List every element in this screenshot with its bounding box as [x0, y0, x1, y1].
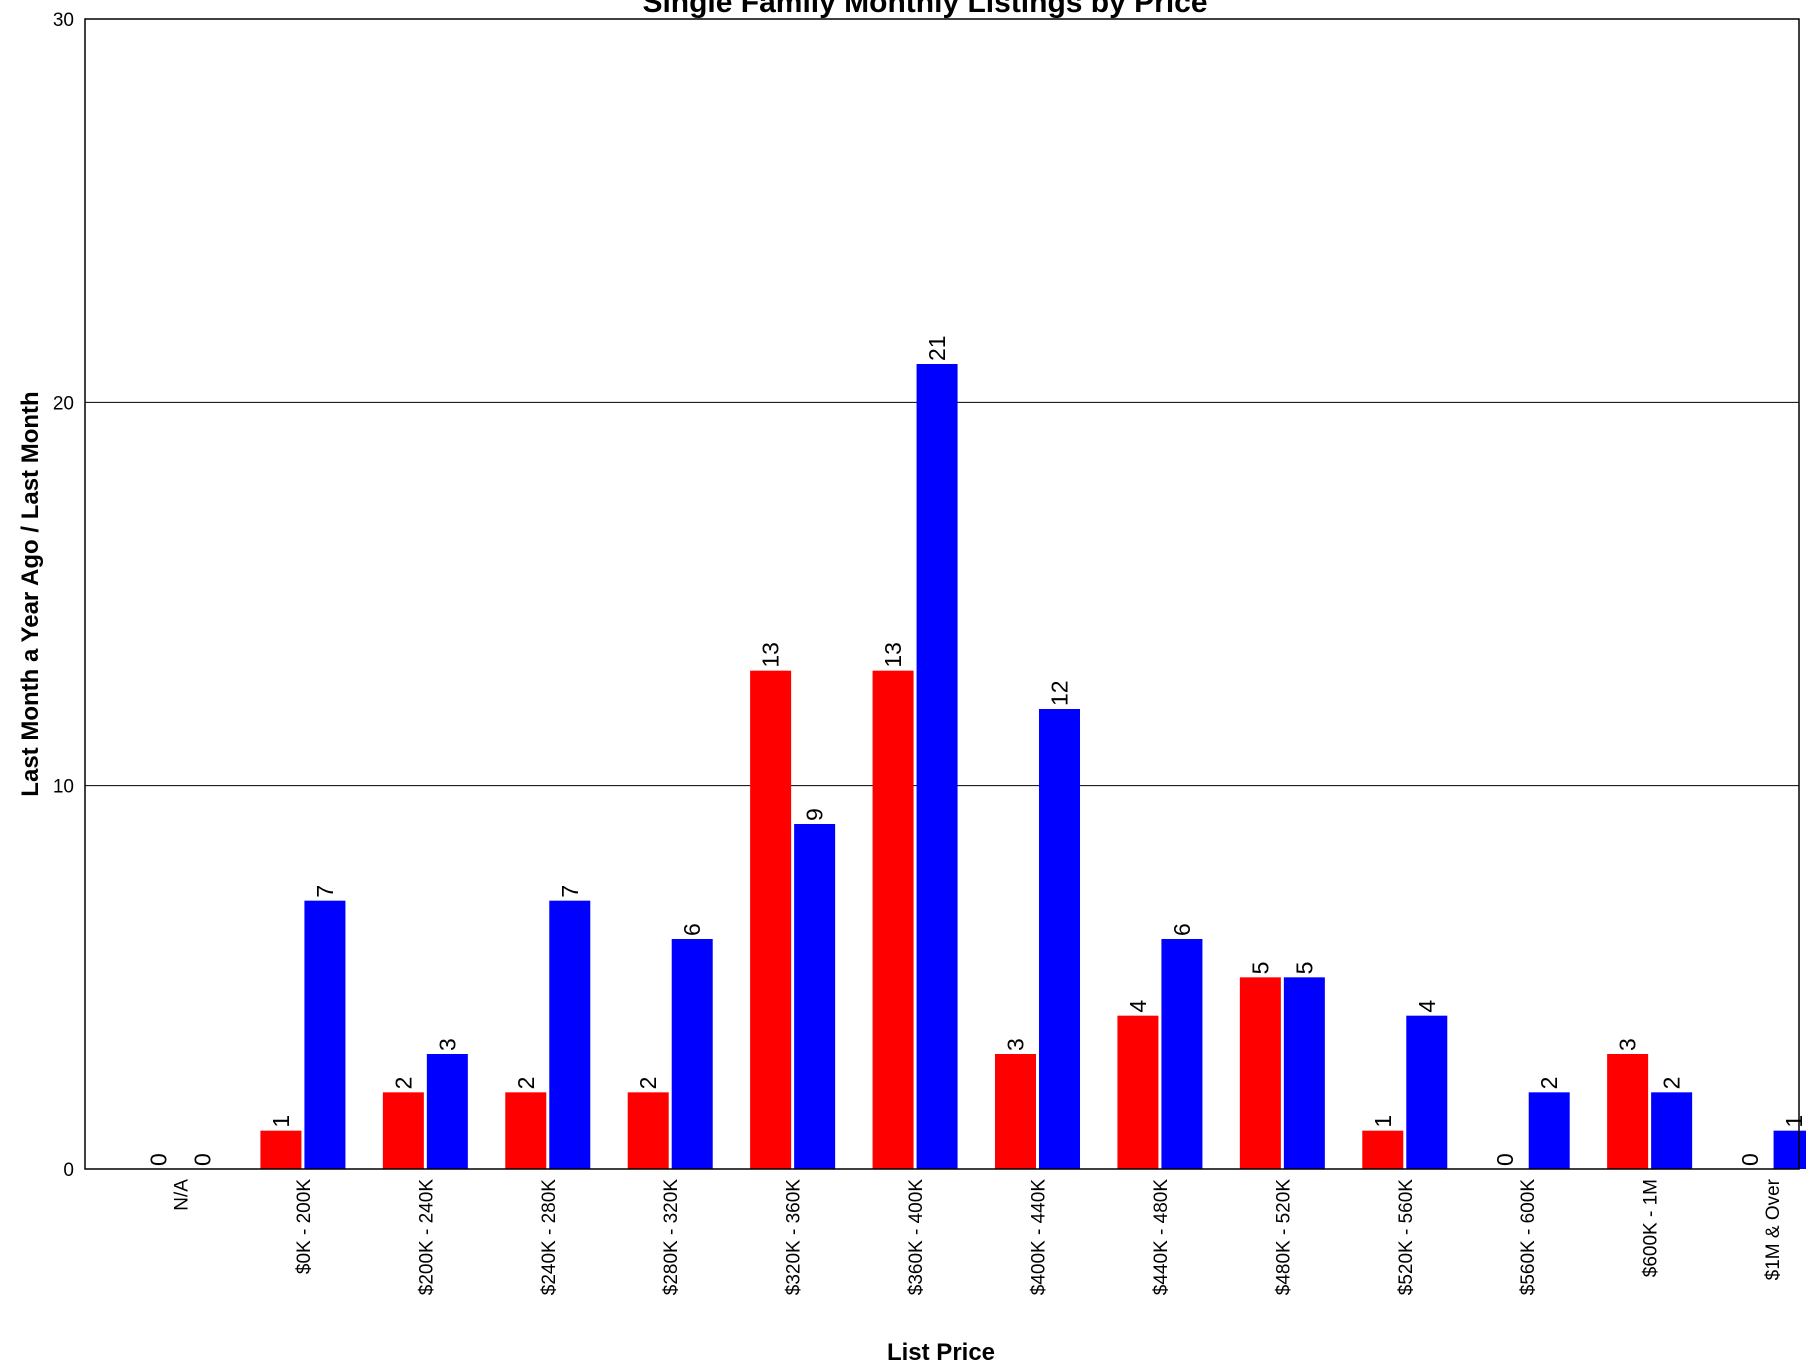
data-label: 9	[802, 808, 828, 821]
y-tick-label: 20	[53, 393, 74, 414]
data-label: 12	[1046, 680, 1072, 706]
bar	[1651, 1092, 1693, 1169]
y-tick-labels: 0 10 20 30	[53, 10, 74, 1181]
y-tick-label: 10	[53, 777, 74, 798]
data-label: 7	[557, 885, 583, 898]
plot-frame	[84, 18, 1800, 1170]
data-label: 1	[1370, 1115, 1396, 1128]
data-label: 3	[434, 1038, 460, 1051]
bar	[1607, 1054, 1649, 1169]
bar	[260, 1130, 302, 1169]
y-axis-title: Last Month a Year Ago / Last Month	[17, 391, 44, 796]
data-label: 2	[513, 1077, 539, 1090]
data-label: 2	[1659, 1077, 1685, 1090]
x-tick-label: $600K - 1M	[1641, 1179, 1662, 1277]
data-label: 13	[758, 642, 784, 668]
x-tick-label: $200K - 240K	[416, 1179, 437, 1296]
data-label: 4	[1125, 1000, 1151, 1013]
x-tick-label: $480K - 520K	[1273, 1179, 1294, 1296]
x-tick-label: $560K - 600K	[1518, 1179, 1539, 1296]
data-label: 21	[924, 335, 950, 361]
data-label: 5	[1247, 962, 1273, 975]
bar	[627, 1092, 669, 1169]
bar	[1362, 1130, 1404, 1169]
bar	[750, 670, 792, 1169]
x-tick-label: $360K - 400K	[906, 1179, 927, 1296]
data-label: 13	[880, 642, 906, 668]
data-label: 1	[1781, 1115, 1806, 1128]
data-label: 2	[390, 1077, 416, 1090]
data-label: 1	[268, 1115, 294, 1128]
x-tick-label: $280K - 320K	[661, 1179, 682, 1296]
bar	[671, 939, 713, 1169]
data-label: 0	[1737, 1153, 1763, 1166]
bar	[1528, 1092, 1570, 1169]
bar	[1773, 1130, 1806, 1169]
data-label: 6	[1169, 923, 1195, 936]
data-label: 0	[145, 1153, 171, 1166]
x-tick-label: $1M & Over	[1763, 1178, 1784, 1280]
bar	[1283, 977, 1325, 1169]
bar	[382, 1092, 424, 1169]
data-label: 2	[635, 1077, 661, 1090]
data-label: 3	[1002, 1038, 1028, 1051]
data-label: 4	[1414, 1000, 1440, 1013]
x-tick-label: $320K - 360K	[784, 1179, 805, 1296]
data-label: 0	[189, 1153, 215, 1166]
x-axis-title: List Price	[887, 1339, 995, 1366]
bar	[1239, 977, 1281, 1169]
data-label: 0	[1492, 1153, 1518, 1166]
bar	[1161, 939, 1203, 1169]
bars	[260, 364, 1806, 1169]
data-label: 2	[1536, 1077, 1562, 1090]
data-label: 6	[679, 923, 705, 936]
bar	[304, 900, 346, 1169]
x-tick-label: N/A	[171, 1179, 192, 1211]
data-label: 7	[312, 885, 338, 898]
bar	[916, 364, 958, 1169]
x-tick-label: $0K - 200K	[294, 1179, 315, 1274]
y-tick-label: 0	[63, 1160, 74, 1181]
x-tick-label: $400K - 440K	[1028, 1179, 1049, 1296]
x-tick-label: $240K - 280K	[539, 1179, 560, 1296]
data-label: 3	[1615, 1038, 1641, 1051]
bar	[1117, 1015, 1159, 1169]
bar	[549, 900, 591, 1169]
y-tick-label: 30	[53, 10, 74, 31]
bar	[426, 1054, 468, 1169]
bar	[505, 1092, 547, 1169]
x-tick-label: $520K - 560K	[1396, 1179, 1417, 1296]
bar	[994, 1054, 1036, 1169]
bar	[872, 670, 914, 1169]
bar	[1038, 709, 1080, 1169]
bar	[794, 824, 836, 1169]
data-label: 5	[1291, 962, 1317, 975]
x-tick-label: $440K - 480K	[1151, 1179, 1172, 1296]
chart-title: Single Family Monthly Listings by Price	[642, 0, 1207, 19]
bar	[1406, 1015, 1448, 1169]
x-tick-labels: N/A $0K - 200K $200K - 240K $240K - 280K $28…	[171, 1178, 1784, 1295]
